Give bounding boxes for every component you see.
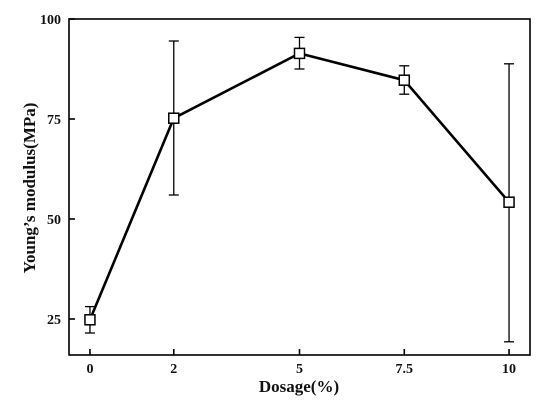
x-tick-label: 7.5 (396, 362, 414, 377)
data-point (168, 112, 180, 124)
x-axis-label: Dosage(%) (259, 377, 339, 396)
series-line (88, 52, 511, 321)
data-point (503, 196, 515, 208)
data-point (293, 47, 306, 60)
y-axis-label: Young’s modulus(MPa) (20, 103, 39, 274)
y-ticks: 25 50 75 100 (40, 13, 75, 328)
x-tick-label: 0 (86, 362, 93, 377)
data-point (398, 74, 411, 86)
x-tick-label: 2 (170, 362, 177, 377)
series (84, 36, 515, 343)
y-tick-label: 75 (47, 113, 61, 128)
x-tick-label: 10 (502, 362, 516, 377)
y-tick-label: 100 (40, 13, 61, 28)
y-tick-label: 50 (47, 213, 61, 228)
y-tick-label: 25 (47, 313, 61, 328)
x-ticks: 0 2 5 7.5 10 (86, 349, 516, 377)
x-tick-label: 5 (296, 362, 303, 377)
data-point (84, 314, 96, 326)
